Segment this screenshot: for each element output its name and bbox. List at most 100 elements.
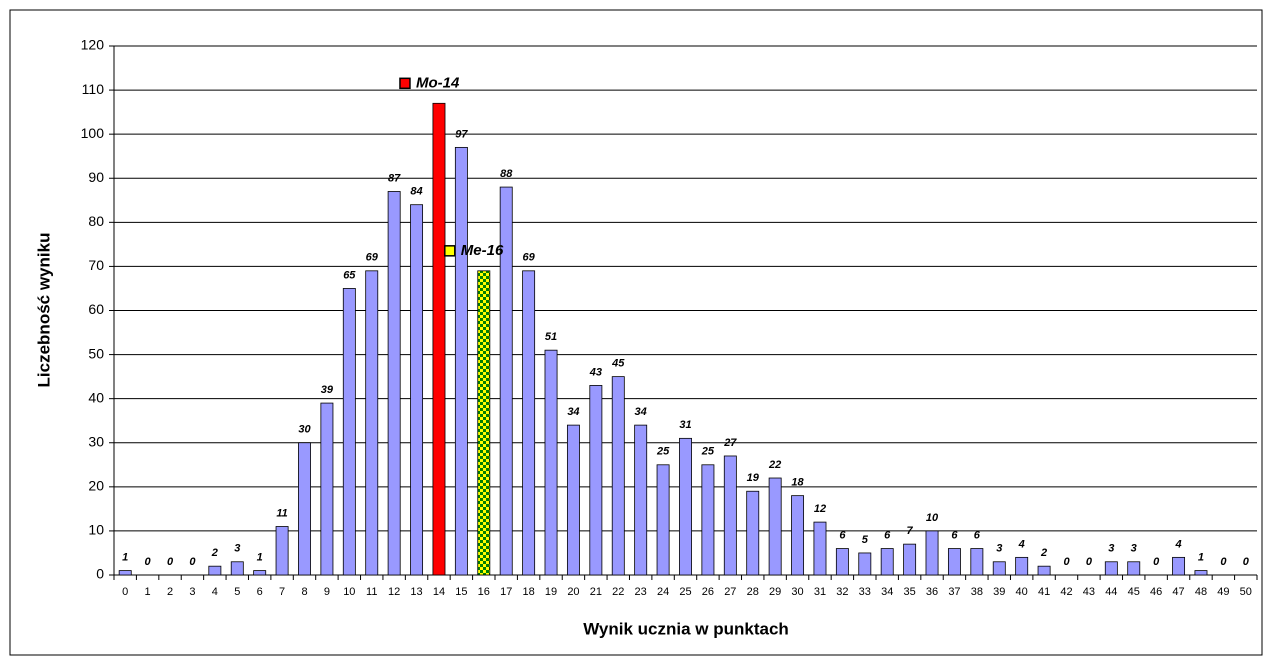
x-tick-label: 36 <box>926 586 938 598</box>
x-tick-label: 0 <box>122 586 128 598</box>
y-tick-label: 70 <box>88 257 104 273</box>
value-label: 30 <box>298 424 311 436</box>
x-tick-label: 18 <box>522 586 534 598</box>
x-tick-label: 32 <box>836 586 848 598</box>
x-tick-label: 27 <box>724 586 736 598</box>
bar <box>634 424 648 576</box>
x-tick-label: 23 <box>635 586 647 598</box>
y-tick-label: 90 <box>88 169 104 185</box>
value-label: 88 <box>500 168 513 180</box>
bar <box>477 270 491 576</box>
annotation-marker <box>444 245 456 257</box>
value-label: 43 <box>589 366 602 378</box>
x-tick-label: 1 <box>145 586 151 598</box>
bar <box>566 424 580 576</box>
bar <box>880 548 894 576</box>
x-tick-label: 31 <box>814 586 826 598</box>
x-tick-label: 13 <box>410 586 422 598</box>
bar <box>925 530 939 576</box>
value-label: 25 <box>701 446 715 458</box>
x-tick-label: 21 <box>590 586 602 598</box>
value-label: 1 <box>1198 551 1204 563</box>
bar <box>813 521 827 576</box>
bar <box>253 570 267 576</box>
bar <box>858 552 872 576</box>
x-tick-label: 28 <box>747 586 759 598</box>
bar <box>791 495 805 576</box>
value-label: 0 <box>1153 556 1160 568</box>
x-tick-label: 48 <box>1195 586 1207 598</box>
value-label: 6 <box>951 529 958 541</box>
value-label: 0 <box>145 556 152 568</box>
x-tick-label: 19 <box>545 586 557 598</box>
x-tick-label: 45 <box>1128 586 1140 598</box>
value-label: 31 <box>679 419 691 431</box>
x-tick-label: 44 <box>1105 586 1117 598</box>
bar <box>365 270 379 576</box>
value-label: 2 <box>211 547 218 559</box>
bar <box>1037 565 1051 576</box>
x-tick-label: 12 <box>388 586 400 598</box>
x-tick-label: 30 <box>791 586 803 598</box>
value-label: 84 <box>410 186 422 198</box>
x-tick-label: 14 <box>433 586 445 598</box>
bar <box>970 548 984 576</box>
x-tick-label: 20 <box>567 586 579 598</box>
x-tick-label: 40 <box>1016 586 1028 598</box>
bar <box>903 543 917 576</box>
bar <box>298 442 311 576</box>
bar <box>768 477 782 576</box>
bar <box>1015 556 1029 576</box>
y-tick-label: 20 <box>88 478 104 494</box>
x-tick-label: 35 <box>903 586 915 598</box>
x-tick-label: 38 <box>971 586 983 598</box>
bar <box>230 561 244 576</box>
annotation-label: Mo-14 <box>416 74 460 91</box>
bar <box>679 437 692 576</box>
x-tick-label: 22 <box>612 586 624 598</box>
value-label: 0 <box>189 556 196 568</box>
x-tick-label: 3 <box>189 586 195 598</box>
value-label: 3 <box>1131 543 1137 555</box>
bar <box>835 548 849 576</box>
bar <box>118 570 132 576</box>
value-label: 6 <box>974 529 981 541</box>
x-tick-label: 47 <box>1172 586 1184 598</box>
x-tick-label: 50 <box>1240 586 1252 598</box>
value-label: 18 <box>791 477 804 489</box>
bar <box>454 146 468 576</box>
value-label: 0 <box>1220 556 1227 568</box>
value-label: 87 <box>388 172 401 184</box>
x-tick-label: 16 <box>478 586 490 598</box>
x-tick-label: 33 <box>859 586 871 598</box>
x-tick-label: 7 <box>279 586 285 598</box>
x-tick-label: 11 <box>366 586 377 598</box>
x-tick-label: 34 <box>881 586 893 598</box>
bar <box>701 464 715 576</box>
x-tick-label: 49 <box>1217 586 1229 598</box>
x-tick-label: 26 <box>702 586 714 598</box>
value-label: 69 <box>522 252 535 264</box>
bar <box>992 561 1006 576</box>
value-label: 3 <box>996 543 1002 555</box>
value-label: 10 <box>926 512 939 524</box>
value-label: 0 <box>1063 556 1070 568</box>
value-label: 1 <box>257 551 263 563</box>
x-tick-label: 29 <box>769 586 781 598</box>
bar <box>723 455 737 576</box>
bar <box>387 191 401 576</box>
y-tick-label: 80 <box>88 213 104 229</box>
bar <box>320 402 334 576</box>
y-tick-label: 30 <box>88 433 104 449</box>
value-label: 97 <box>455 128 468 140</box>
x-tick-label: 15 <box>455 586 467 598</box>
value-label: 4 <box>1174 538 1181 550</box>
y-tick-label: 120 <box>81 37 105 53</box>
bar <box>589 385 603 576</box>
value-label: 3 <box>1108 543 1114 555</box>
value-label: 69 <box>366 252 379 264</box>
value-label: 25 <box>656 446 670 458</box>
value-label: 1 <box>122 551 128 563</box>
bar <box>275 526 289 576</box>
